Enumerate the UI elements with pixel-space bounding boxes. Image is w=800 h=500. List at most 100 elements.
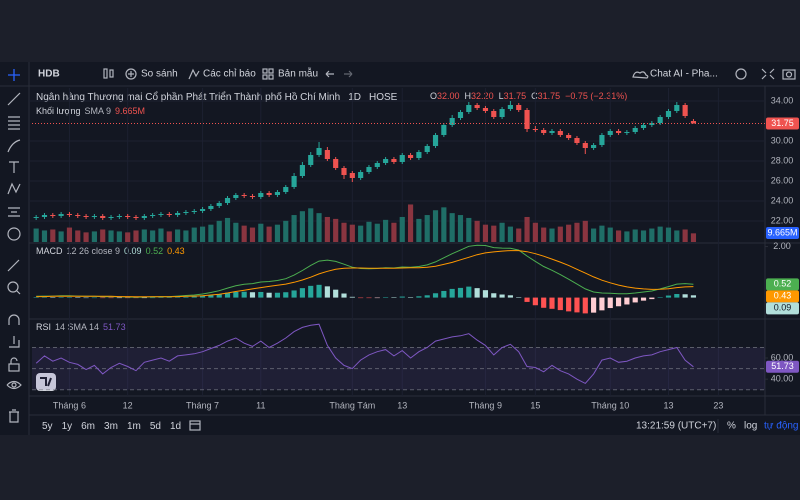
y-tick-label: 22.00 (771, 215, 794, 225)
range-button[interactable]: 5d (150, 421, 161, 432)
candle-body (258, 193, 264, 197)
volume-bar (66, 227, 73, 242)
screenshot[interactable] (782, 69, 796, 80)
draw-mode[interactable] (9, 336, 20, 348)
x-tick-label: Tháng 6 (53, 400, 86, 410)
macd-histogram-bar (166, 297, 172, 298)
fib-tool[interactable] (8, 116, 20, 130)
measure-tool[interactable] (7, 259, 20, 272)
macd-histogram-bar (574, 297, 580, 313)
volume-bar (324, 216, 330, 242)
x-tick-label: Tháng 10 (591, 400, 629, 410)
settings[interactable] (735, 68, 747, 80)
volume-bar (150, 230, 156, 242)
volume-bar (125, 232, 131, 242)
volume-bar (299, 211, 305, 242)
auto-toggle[interactable]: tự động (764, 421, 799, 432)
symbol[interactable]: HDB (38, 69, 60, 80)
candle-body (333, 159, 339, 168)
pattern-tool[interactable] (7, 182, 21, 195)
chat-label[interactable]: Chat AI - Pha... (650, 69, 718, 80)
volume-bar (674, 230, 680, 242)
y-tick-label: 60.00 (771, 352, 794, 362)
candle-type-icon[interactable] (103, 68, 114, 79)
macd-histogram-bar (41, 297, 48, 298)
candle-body (299, 165, 305, 176)
candle-body (158, 214, 164, 215)
candle-body (615, 131, 622, 133)
volume-bar (466, 217, 472, 242)
volume-bar (457, 215, 464, 242)
candle-body (632, 128, 638, 132)
zoom-tool[interactable] (7, 281, 21, 295)
redo[interactable] (344, 70, 353, 78)
volume-bar (175, 229, 181, 242)
candle-body (100, 216, 106, 218)
volume-bar (241, 225, 247, 242)
macd-histogram-bar (682, 294, 688, 298)
volume-bar (383, 219, 389, 242)
percent-toggle[interactable]: % (727, 421, 736, 432)
macd-histogram-bar (50, 297, 56, 298)
log-toggle[interactable]: log (744, 421, 757, 432)
crosshair-tool[interactable] (8, 69, 20, 81)
volume-bar (507, 226, 513, 242)
magnet-tool[interactable] (8, 314, 20, 325)
macd-value-label: 0.43 (774, 291, 792, 301)
prediction-tool[interactable] (8, 207, 20, 217)
compare-label[interactable]: So sánh (141, 69, 178, 80)
volume-bar (640, 230, 647, 242)
x-tick-label: 15 (530, 400, 540, 410)
rsi-value: 51.73 (103, 322, 126, 332)
range-button[interactable]: 5y (42, 421, 53, 432)
range-button[interactable]: 1d (170, 421, 181, 432)
templates-label[interactable]: Bản mẫu (278, 67, 318, 80)
volume-bar (274, 224, 281, 242)
macd-histogram-bar (507, 295, 513, 298)
brush-tool[interactable] (7, 139, 21, 153)
text-tool[interactable] (9, 161, 19, 173)
icon-tool[interactable] (7, 227, 21, 241)
range-button[interactable]: 3m (104, 421, 118, 432)
macd-histogram-bar (491, 293, 497, 298)
candle-body (432, 135, 439, 146)
ohlc-key: H (465, 91, 472, 101)
lock-tool[interactable] (8, 357, 20, 372)
range-button[interactable]: 1y (62, 421, 73, 432)
macd-histogram-bar (358, 297, 364, 299)
indicators-label[interactable]: Các chỉ báo (203, 68, 256, 80)
candle-body (665, 111, 672, 117)
range-button[interactable]: 1m (127, 421, 141, 432)
indicators-button[interactable]: Các chỉ báo (188, 68, 256, 80)
candle-body (249, 196, 256, 197)
macd-histogram-bar (599, 297, 605, 311)
candle-body (383, 159, 389, 163)
volume-bar (249, 227, 256, 242)
delete-tool[interactable] (9, 409, 19, 423)
templates-button[interactable]: Bản mẫu (262, 67, 318, 80)
volume-bar (374, 223, 380, 242)
y-tick-label: 2.00 (773, 241, 791, 251)
chat-button[interactable]: Chat AI - Pha... (632, 69, 718, 80)
candle-body (91, 216, 97, 217)
trendline-tool[interactable] (7, 92, 21, 106)
undo[interactable] (325, 70, 334, 78)
macd-histogram-bar (441, 290, 447, 298)
volume-bar (33, 228, 39, 242)
volume-bar (349, 224, 355, 242)
macd-histogram-bar (615, 297, 622, 307)
macd-histogram-bar (524, 297, 530, 302)
candle-body (341, 168, 347, 175)
candle-body (33, 217, 39, 218)
macd-params: 12 26 close 9 (67, 246, 121, 256)
volume-bar (283, 220, 289, 242)
range-button[interactable]: 6m (81, 421, 95, 432)
fullscreen[interactable] (761, 68, 775, 80)
rsi-legend: RSI 14 SMA 14 51.73 (36, 322, 126, 332)
date-range-button[interactable] (189, 420, 201, 431)
visibility-tool[interactable] (6, 380, 22, 390)
compare-button[interactable]: So sánh (125, 68, 178, 80)
volume-label-box (766, 227, 799, 239)
macd-histogram-bar (349, 296, 355, 298)
macd-histogram-bar (150, 297, 156, 299)
